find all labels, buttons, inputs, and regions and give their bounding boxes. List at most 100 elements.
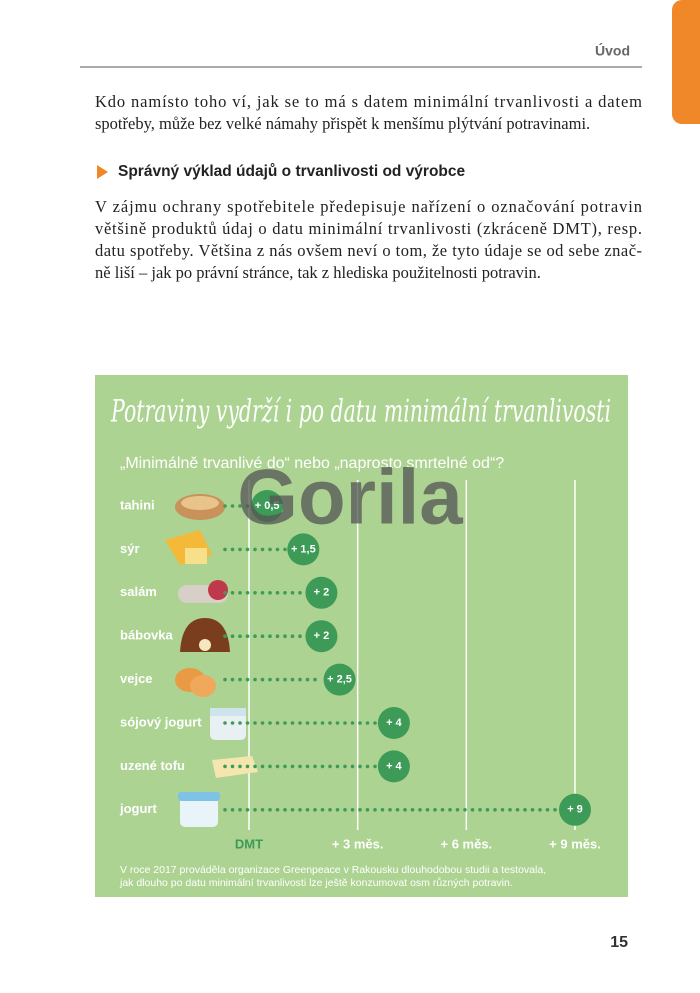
grid: DMT + 3 měs. + 6 měs. + 9 měs.: [235, 480, 601, 851]
leader-dot: [290, 677, 295, 682]
value-label: + 9: [567, 804, 583, 816]
leader-dot: [313, 808, 317, 812]
leader-dot: [260, 721, 265, 725]
leader-dot: [253, 677, 257, 682]
leader-dot: [223, 547, 227, 552]
leader-dot: [538, 808, 542, 812]
leader-dot: [350, 808, 355, 812]
value-bubble: [251, 490, 284, 522]
leader-dot: [245, 677, 250, 682]
leader-dot: [238, 677, 242, 682]
leader-dot: [268, 547, 272, 552]
value-label: + 2,5: [327, 674, 352, 686]
leader-dot: [493, 808, 497, 812]
leader-dot: [253, 547, 257, 552]
leader-dot: [283, 808, 287, 812]
leader-dot: [313, 721, 317, 725]
leader-dot: [328, 721, 332, 725]
leader-dot: [298, 764, 302, 769]
leader-dot: [260, 764, 265, 769]
value-bubble: [377, 707, 410, 739]
x-tick-label: + 3 měs.: [332, 836, 384, 851]
leader-dot: [350, 721, 355, 725]
leader-dot: [253, 764, 257, 769]
leader-dot: [260, 634, 265, 638]
category-label: tahini: [120, 497, 155, 512]
value-bubble: [305, 576, 338, 609]
leader-dot: [245, 721, 250, 725]
leader-dot: [320, 764, 325, 769]
leader-dot: [298, 808, 302, 812]
leader-dot: [320, 721, 325, 725]
leader-dot: [523, 808, 527, 812]
leader-dot: [238, 634, 242, 638]
leader-dot: [305, 764, 310, 769]
side-tab: [672, 0, 700, 124]
leader-dot: [223, 677, 227, 682]
leader-dot: [260, 547, 265, 552]
chart-title: Potraviny vydrží i po datu minimální trv…: [110, 394, 611, 430]
leader-dot: [230, 547, 235, 552]
leader-dot: [275, 677, 280, 682]
leader-dot: [440, 808, 445, 812]
leader-dot: [223, 634, 227, 638]
page-number: 15: [610, 934, 628, 951]
leader-dot: [403, 808, 407, 812]
value-label: + 2: [314, 630, 330, 642]
paragraph: Kdo namísto toho ví, jak se to má s date…: [95, 92, 642, 133]
leader-dot: [418, 808, 422, 812]
leader-dot: [275, 591, 280, 595]
leader-dot: [335, 764, 340, 769]
chart-subtitle: „Minimálně trvanlivé do“ nebo „naprosto …: [120, 455, 504, 472]
leader-dot: [335, 721, 340, 725]
leader-dot: [410, 808, 415, 812]
leader-dot: [283, 547, 287, 552]
leader-dot: [485, 808, 490, 812]
leader-dot: [245, 764, 250, 769]
watermark: Gorila: [237, 453, 463, 541]
leader-dot: [238, 764, 242, 769]
leader-dot: [268, 808, 272, 812]
leader-dot: [275, 547, 280, 552]
leader-dot: [230, 504, 235, 508]
leader-dot: [305, 808, 310, 812]
text-line: V zájmu ochrany spotřebitele předepisuje…: [95, 197, 642, 216]
leader-dot: [230, 677, 235, 682]
leader-dot: [388, 808, 392, 812]
text-line: většině produktů údaj o datu minimální t…: [95, 219, 642, 238]
leader-dot: [425, 808, 430, 812]
text-line: datu spotřeby. Většina z nás ovšem neví …: [95, 241, 642, 260]
category-label: jogurt: [119, 801, 157, 816]
leader-dot: [253, 591, 257, 595]
value-label: + 1,5: [291, 543, 316, 555]
leader-dot: [320, 808, 325, 812]
leader-dot: [283, 764, 287, 769]
leader-dot: [343, 764, 347, 769]
heading-marker: [97, 165, 108, 179]
leader-dot: [553, 808, 557, 812]
leader-dot: [283, 634, 287, 638]
leader-dot: [223, 504, 227, 508]
leader-dot: [275, 721, 280, 725]
value-label: + 4: [386, 717, 402, 729]
leader-dot: [230, 808, 235, 812]
leader-dot: [238, 721, 242, 725]
section-header: Úvod: [595, 42, 630, 59]
leader-dot: [238, 808, 242, 812]
leader-dot: [298, 591, 302, 595]
leader-dot: [305, 721, 310, 725]
value-bubble: [323, 663, 356, 696]
leader-dot: [448, 808, 452, 812]
leader-dot: [245, 634, 250, 638]
leader-dot: [268, 677, 272, 682]
leader-dot: [343, 721, 347, 725]
leader-dot: [358, 721, 362, 725]
leader-dot: [455, 808, 460, 812]
leader-dot: [283, 591, 287, 595]
x-tick-label: + 6 měs.: [440, 836, 492, 851]
leader-dot: [245, 591, 250, 595]
leader-dot: [365, 721, 370, 725]
leader-dot: [530, 808, 535, 812]
leader-dot: [298, 721, 302, 725]
leader-dot: [373, 764, 377, 769]
